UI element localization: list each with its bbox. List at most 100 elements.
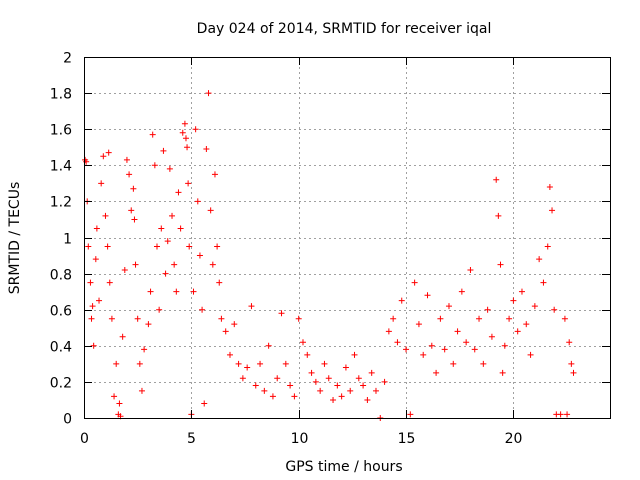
data-point <box>209 261 216 268</box>
data-point <box>184 144 191 151</box>
data-point <box>134 315 141 322</box>
data-point <box>100 153 107 160</box>
data-point <box>497 261 504 268</box>
grid-lines <box>84 57 610 418</box>
data-point <box>385 328 392 335</box>
data-point <box>312 378 319 385</box>
data-point <box>437 315 444 322</box>
data-point <box>235 360 242 367</box>
data-point <box>207 207 214 214</box>
data-point <box>407 411 414 418</box>
data-point <box>347 387 354 394</box>
data-point <box>355 375 362 382</box>
data-point <box>203 146 210 153</box>
data-point <box>194 198 201 205</box>
data-point <box>368 369 375 376</box>
data-point <box>564 411 571 418</box>
data-point <box>96 297 103 304</box>
data-point <box>403 346 410 353</box>
data-point <box>420 351 427 358</box>
data-point <box>93 225 100 232</box>
data-point <box>570 369 577 376</box>
data-point <box>261 387 268 394</box>
x-axis-label: GPS time / hours <box>285 459 402 475</box>
data-point <box>467 266 474 273</box>
data-point <box>415 321 422 328</box>
data-point <box>257 360 264 367</box>
data-point <box>342 364 349 371</box>
data-point <box>98 180 105 187</box>
axis-ticks <box>84 57 610 419</box>
data-point <box>87 279 94 286</box>
data-point <box>190 288 197 295</box>
data-point <box>463 339 470 346</box>
y-tick-label: 1.2 <box>50 195 72 211</box>
data-points <box>82 90 577 421</box>
data-point <box>450 360 457 367</box>
y-tick-label: 0 <box>63 412 72 428</box>
x-tick-label: 10 <box>291 431 309 447</box>
data-point <box>90 342 97 349</box>
data-point <box>105 149 112 156</box>
data-point <box>499 369 506 376</box>
data-point <box>113 360 120 367</box>
data-point <box>321 360 328 367</box>
data-point <box>501 342 508 349</box>
data-point <box>454 328 461 335</box>
data-point <box>145 321 152 328</box>
data-point <box>192 126 199 133</box>
x-axis-tick-labels: 0 5 10 15 20 <box>80 431 522 447</box>
data-point <box>156 306 163 313</box>
y-tick-label: 1.6 <box>50 123 72 139</box>
data-point <box>102 212 109 219</box>
data-point <box>181 120 188 127</box>
data-point <box>149 131 156 138</box>
data-point <box>173 288 180 295</box>
data-point <box>398 297 405 304</box>
data-point <box>151 162 158 169</box>
data-point <box>131 216 138 223</box>
data-point <box>282 360 289 367</box>
data-point <box>128 207 135 214</box>
data-point <box>179 129 186 136</box>
y-axis-label: SRMTID / TECUs <box>7 182 23 295</box>
data-point <box>334 382 341 389</box>
y-tick-label: 1.4 <box>50 159 72 175</box>
data-point <box>175 189 182 196</box>
data-point <box>428 342 435 349</box>
data-point <box>484 306 491 313</box>
data-point <box>186 243 193 250</box>
data-point <box>531 303 538 310</box>
data-point <box>441 346 448 353</box>
data-point <box>136 360 143 367</box>
data-point <box>177 225 184 232</box>
data-point <box>514 328 521 335</box>
data-point <box>214 243 221 250</box>
data-point <box>274 375 281 382</box>
data-point <box>92 256 99 263</box>
data-point <box>199 306 206 313</box>
data-point <box>185 180 192 187</box>
data-point <box>153 243 160 250</box>
data-point <box>394 339 401 346</box>
data-point <box>372 387 379 394</box>
data-point <box>523 321 530 328</box>
data-point <box>218 315 225 322</box>
x-tick-label: 20 <box>505 431 523 447</box>
data-point <box>325 375 332 382</box>
data-point <box>169 212 176 219</box>
data-point <box>252 382 259 389</box>
data-point <box>126 171 133 178</box>
data-point <box>411 279 418 286</box>
data-point <box>85 243 92 250</box>
data-point <box>147 288 154 295</box>
data-point <box>471 346 478 353</box>
y-tick-label: 0.8 <box>50 268 72 284</box>
data-point <box>493 176 500 183</box>
data-point <box>141 346 148 353</box>
data-point <box>248 303 255 310</box>
y-tick-label: 0.6 <box>50 304 72 320</box>
plot-frame <box>84 57 611 419</box>
data-point <box>304 351 311 358</box>
